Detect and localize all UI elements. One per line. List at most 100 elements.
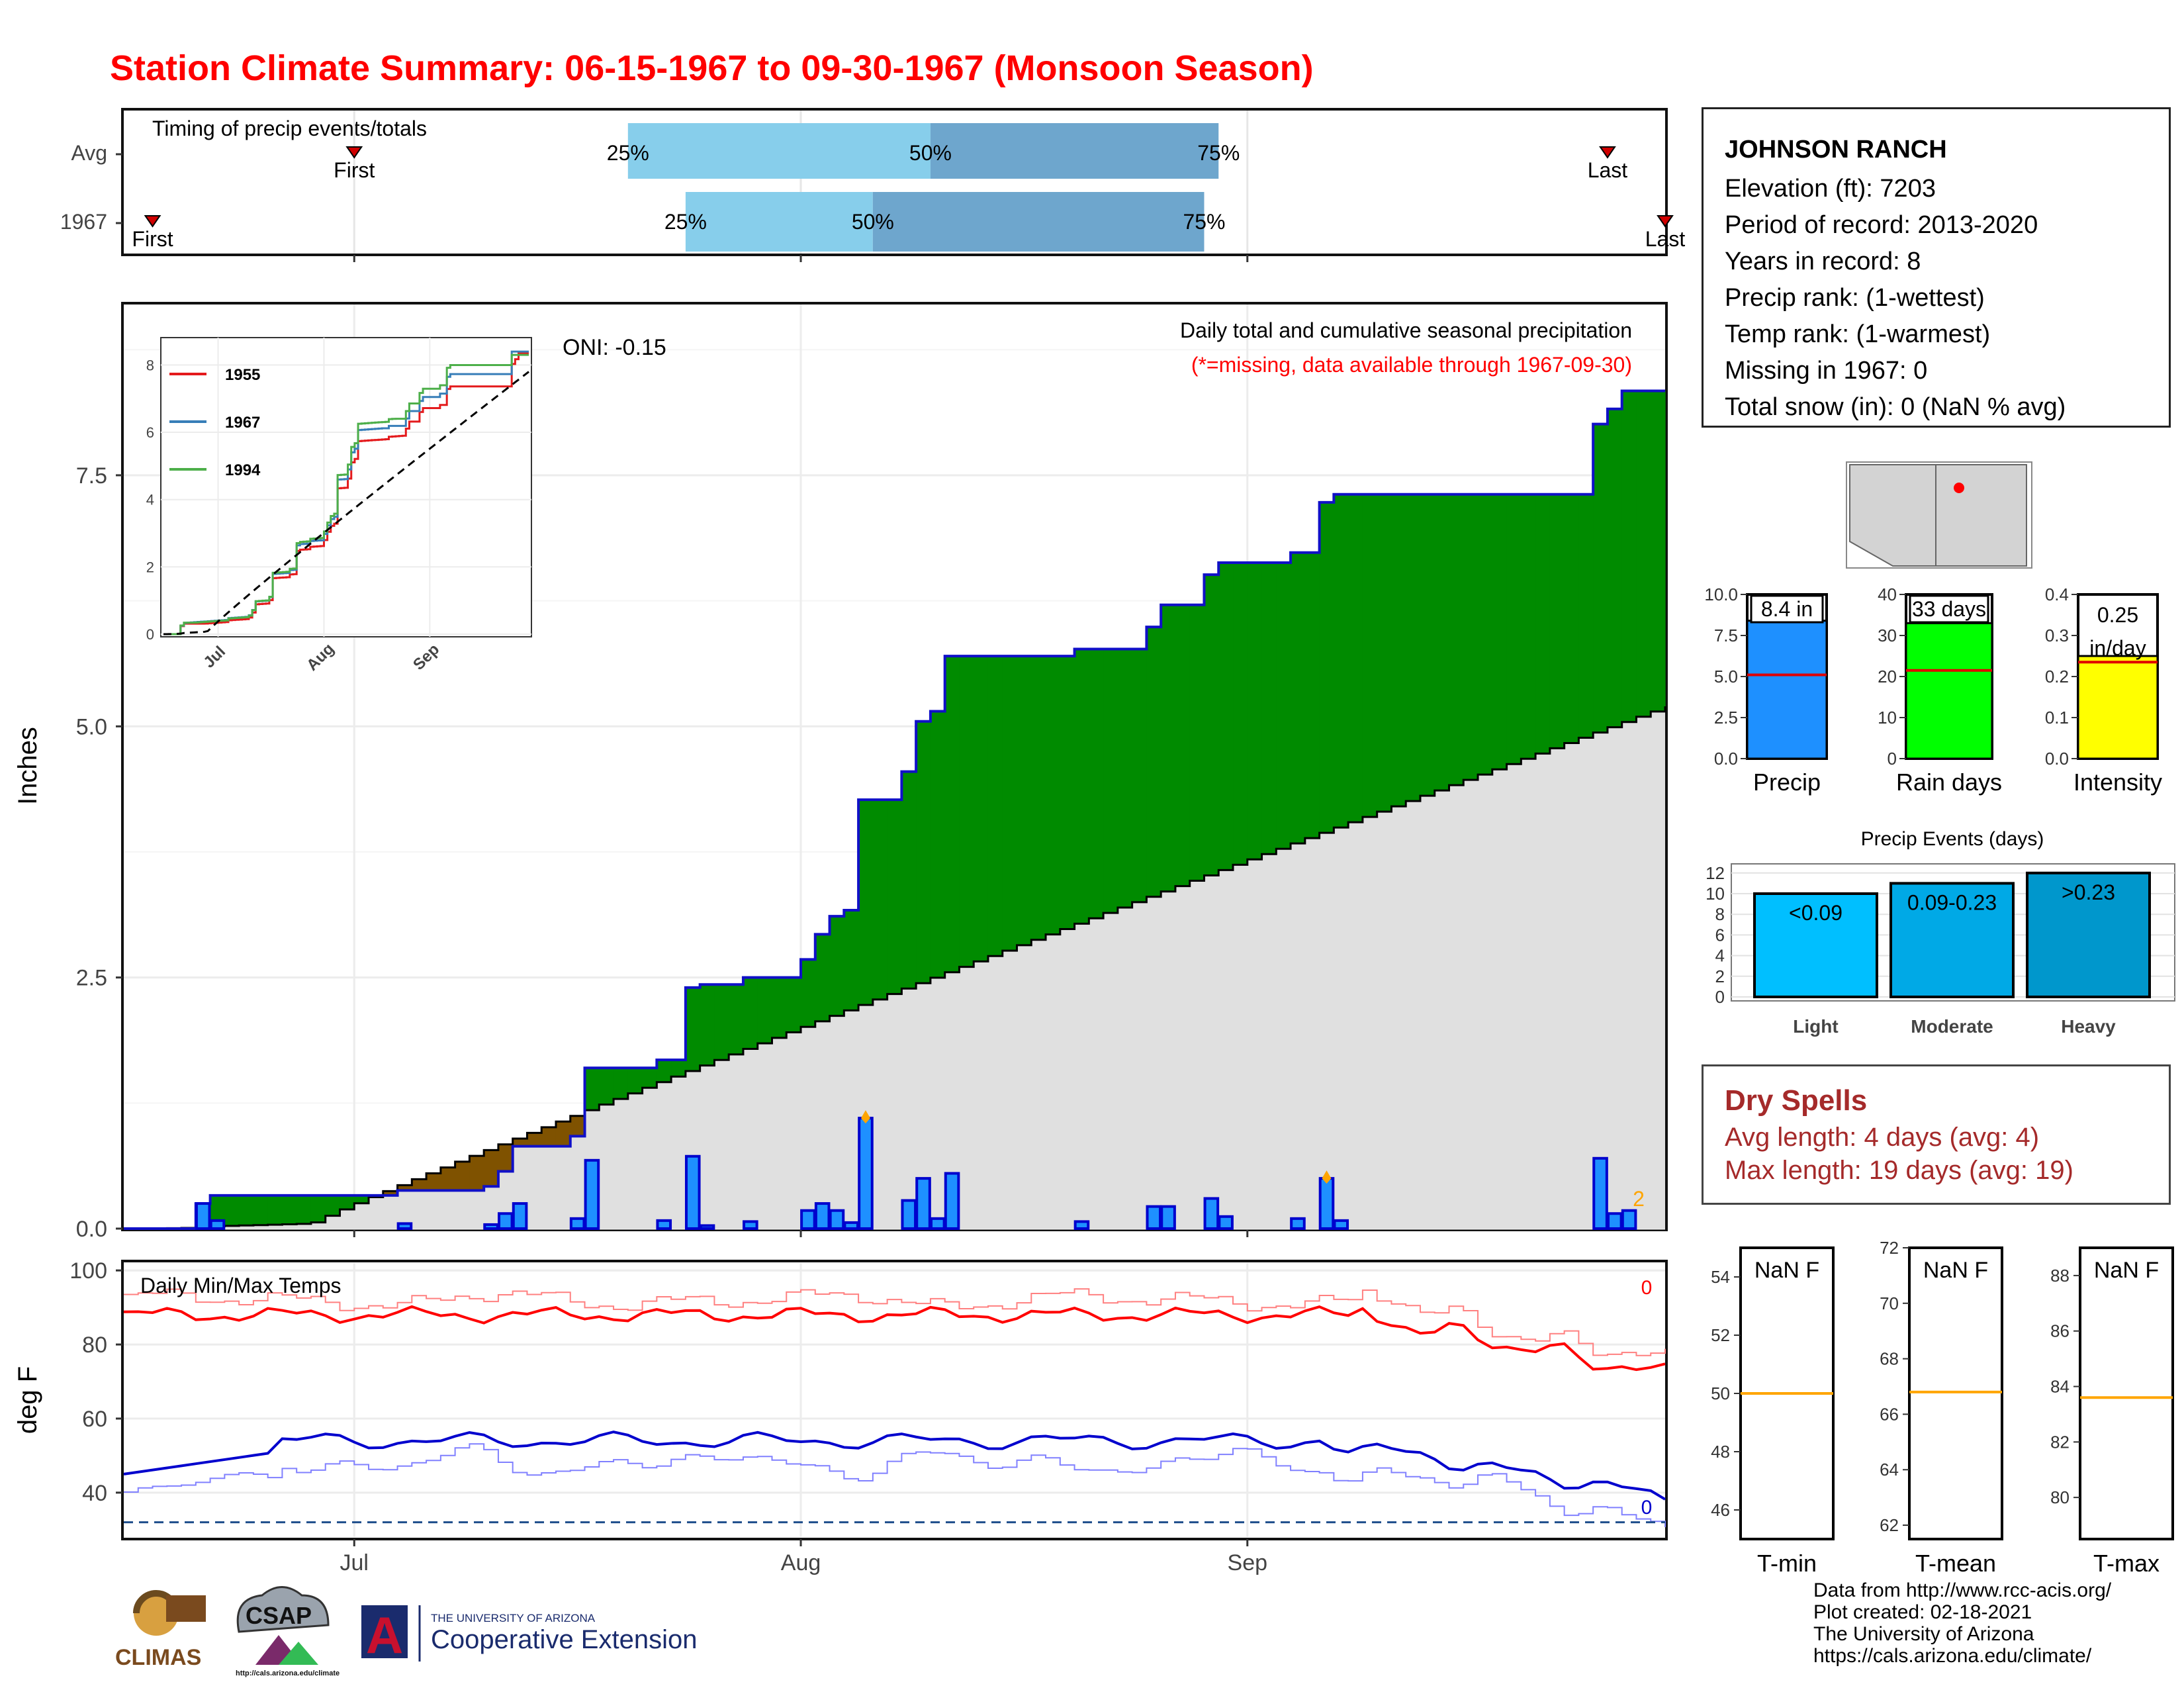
cumulative-diff-band — [1304, 552, 1320, 839]
events-ytick-label: 10 — [1706, 884, 1725, 904]
cumulative-diff-band — [642, 1068, 657, 1088]
summary-bar — [1746, 620, 1828, 760]
summary-ytick-label: 0.3 — [2045, 626, 2069, 645]
csap-logo: CSAP http://cals.arizona.edu/climate — [236, 1586, 340, 1677]
inset-ytick-label: 8 — [146, 357, 154, 373]
timing-bar-25-50 — [685, 192, 873, 252]
cumulative-diff-band — [829, 916, 844, 1016]
oni-annotation: ONI: -0.15 — [563, 335, 666, 360]
cumulative-diff-band — [383, 1191, 398, 1196]
cumulative-diff-band — [1247, 562, 1263, 860]
timing-bar-50-75 — [872, 192, 1205, 252]
cumulative-diff-band — [700, 984, 715, 1066]
temp-ytick-label: 60 — [82, 1407, 107, 1432]
events-ytick-label: 4 — [1715, 946, 1725, 966]
events-bar — [1889, 882, 2015, 999]
cumulative-diff-band — [930, 711, 946, 978]
daily-precip-bar — [684, 1154, 701, 1230]
cumulative-diff-band — [412, 1179, 427, 1191]
temp-summary-ytick-label: 66 — [1880, 1404, 1899, 1424]
timing-first-marker — [345, 146, 363, 159]
max-count-label: 0 — [1641, 1277, 1653, 1299]
daily-precip-bar — [512, 1202, 528, 1230]
cumulative-diff-band — [1334, 494, 1349, 828]
cumulative-diff-band — [1046, 656, 1061, 935]
temp-summary-ytick-label: 50 — [1711, 1383, 1730, 1403]
cumulative-diff-band — [1521, 494, 1536, 759]
daily-precip-bar — [1218, 1215, 1234, 1230]
daily-precip-bar — [743, 1220, 758, 1231]
timing-first-label: First — [334, 158, 375, 182]
temp-summary-value: NaN F — [1923, 1258, 1988, 1283]
cumulative-diff-band — [729, 984, 744, 1055]
missing-count-label: 2 — [1633, 1187, 1645, 1211]
summary-category-label: Precip — [1753, 769, 1821, 796]
inset-ytick-label: 4 — [146, 492, 154, 508]
daily-precip-bar — [1592, 1156, 1608, 1230]
daily-precip-bar — [699, 1224, 715, 1231]
cumulative-diff-band — [1161, 604, 1176, 892]
temp-summary-frame — [2079, 1246, 2174, 1540]
cumulative-diff-band — [671, 1060, 686, 1077]
summary-bar — [1905, 622, 1993, 760]
cumulative-diff-band — [1261, 562, 1277, 855]
events-bar — [1753, 892, 1878, 998]
cumulative-diff-band — [599, 1068, 614, 1105]
summary-ytick-label: 0.0 — [2045, 749, 2069, 769]
station-snow: Total snow (in): 0 (NaN % avg) — [1725, 393, 2066, 421]
ua-line1: THE UNIVERSITY OF ARIZONA — [431, 1612, 596, 1624]
cumulative-diff-band — [1319, 502, 1334, 833]
cumulative-diff-band — [1621, 391, 1637, 722]
events-bar-label: <0.09 — [1789, 901, 1843, 925]
temp-summary-ytick-label: 68 — [1880, 1349, 1899, 1369]
cumulative-diff-band — [469, 1156, 484, 1191]
daily-precip-bar — [930, 1217, 946, 1230]
daily-precip-bar — [843, 1221, 859, 1230]
daily-precip-bar — [1607, 1212, 1623, 1231]
cumulative-diff-band — [1233, 562, 1248, 865]
summary-ytick-label: 10.0 — [1704, 585, 1738, 604]
timing-last-label: Last — [1588, 158, 1628, 182]
events-ytick-label: 0 — [1715, 987, 1725, 1007]
cumulative-diff-band — [1636, 391, 1651, 717]
timing-label-50: 50% — [909, 141, 952, 165]
daily-precip-bar — [1073, 1220, 1090, 1231]
inset-legend-label: 1994 — [225, 461, 261, 479]
temp-summary-frame — [1908, 1246, 2003, 1540]
temp-ytick-label: 40 — [82, 1481, 107, 1506]
summary-category-label: Intensity — [2073, 769, 2162, 796]
cumulative-diff-band — [1103, 649, 1118, 914]
cumulative-diff-band — [858, 800, 874, 1006]
events-bar — [2026, 871, 2151, 999]
daily-precip-bar — [1203, 1197, 1220, 1231]
cumulative-diff-band — [210, 1195, 225, 1227]
cumulative-diff-band — [757, 977, 773, 1044]
cumulative-diff-band — [1564, 494, 1580, 743]
inset-ytick-label: 2 — [146, 559, 154, 575]
summary-bar — [2077, 655, 2159, 760]
cumulative-diff-band — [570, 1115, 586, 1137]
cumulative-diff-band — [1593, 424, 1608, 733]
timing-label-25: 25% — [607, 141, 649, 165]
daily-precip-bar — [814, 1202, 831, 1230]
cumulative-diff-band — [916, 721, 931, 984]
summary-ytick-label: 7.5 — [1714, 626, 1738, 645]
inset-legend-label: 1967 — [225, 414, 260, 432]
cumulative-diff-band — [512, 1139, 528, 1147]
station-years: Years in record: 8 — [1725, 248, 1921, 275]
summary-ytick-label: 5.0 — [1714, 667, 1738, 686]
temp-xtick-label: Sep — [1228, 1550, 1268, 1575]
ua-letter: A — [366, 1606, 403, 1664]
precip-ylabel: Inches — [13, 727, 42, 805]
station-name: JOHNSON RANCH — [1725, 136, 1947, 164]
cumulative-diff-band — [1117, 649, 1133, 908]
ua-logo: A THE UNIVERSITY OF ARIZONA Cooperative … — [361, 1605, 697, 1664]
cumulative-diff-band — [1204, 575, 1219, 876]
cumulative-diff-band — [815, 934, 831, 1021]
temp-ytick-label: 100 — [69, 1258, 107, 1284]
cumulative-diff-band — [1017, 656, 1032, 945]
cumulative-diff-band — [440, 1167, 456, 1191]
temp-summary-ytick-label: 82 — [2050, 1432, 2070, 1452]
temp-summary-category: T-max — [2093, 1550, 2160, 1577]
